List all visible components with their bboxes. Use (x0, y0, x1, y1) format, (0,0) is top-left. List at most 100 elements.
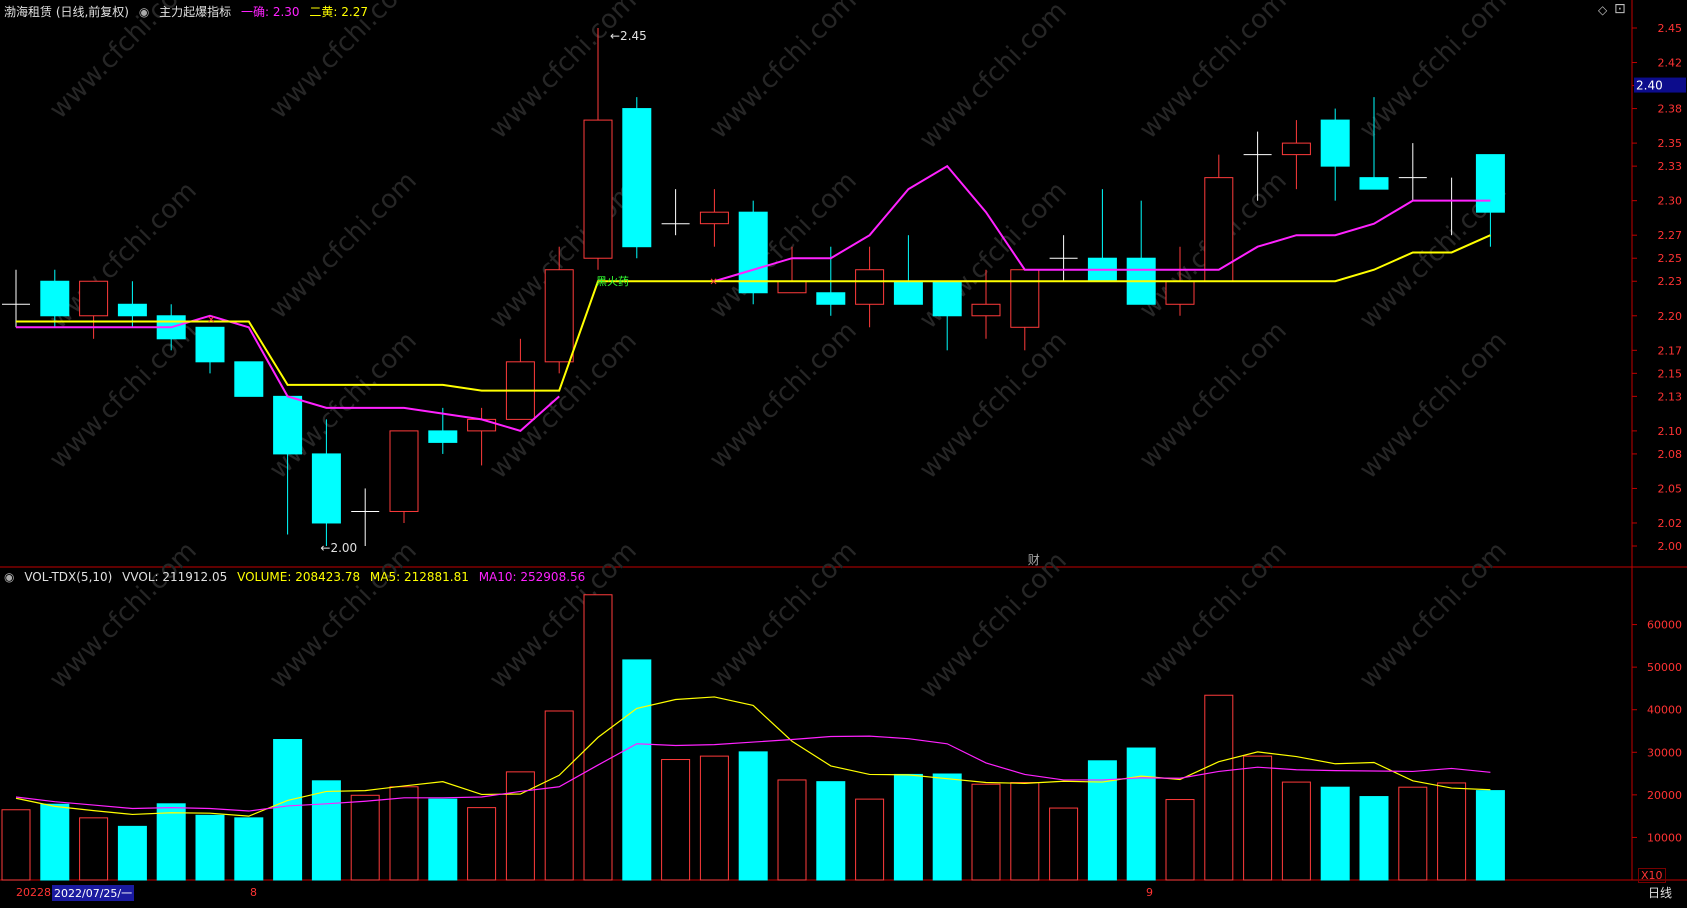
stock-title[interactable]: 渤海租赁 (日线,前复权) (4, 5, 129, 19)
volume-bar (311, 780, 341, 881)
volume-indicator-name[interactable]: VOL-TDX(5,10) (24, 570, 113, 584)
low-price-annotation: ←2.00 (320, 541, 357, 555)
candle-body (1204, 177, 1234, 282)
volume-bar (1010, 782, 1040, 881)
volume-bar (1, 809, 31, 881)
volume-bar (699, 755, 729, 881)
volume-bar (1398, 786, 1428, 881)
volume-bar (971, 783, 1001, 881)
volume-bar (1359, 796, 1389, 881)
ma10-label: MA10: 252908.56 (478, 570, 586, 584)
candle-body (1165, 280, 1195, 305)
price-tick-label: 2.42 (1658, 57, 1683, 70)
volume-tick-label: 50000 (1647, 661, 1682, 674)
volume-bar (738, 751, 768, 881)
volume-bar (117, 825, 147, 881)
x-mark: ✕ (709, 277, 717, 288)
high-price-annotation: ←2.45 (610, 29, 647, 43)
line1-label: 一确: 2.30 (240, 5, 300, 19)
candle-body (699, 211, 729, 225)
volume-bar (1087, 760, 1117, 881)
candle-body (273, 395, 303, 455)
month-9-label: 9 (1146, 886, 1153, 899)
volume-bar (467, 807, 497, 881)
price-tick-label: 2.17 (1658, 344, 1683, 357)
candle-body (40, 280, 70, 317)
indicator-line (16, 234, 1491, 392)
price-panel-header: 渤海租赁 (日线,前复权) ◉ 主力起爆指标 一确: 2.30 二黄: 2.27 (4, 3, 374, 20)
price-tick-label: 2.38 (1658, 103, 1683, 116)
month-8-label: 8 (250, 886, 257, 899)
candle-body (79, 280, 109, 317)
current-price-label: 2.40 (1636, 79, 1663, 93)
price-tick-label: 2.25 (1658, 252, 1683, 265)
candle-body (777, 280, 807, 294)
vvol-label: VVOL: 211912.05 (122, 570, 228, 584)
volume-tick-label: 20000 (1647, 789, 1682, 802)
volume-bar (777, 779, 807, 881)
indicator-toggle-icon[interactable]: ◉ (138, 5, 150, 19)
period-button[interactable]: 日线 (1648, 886, 1673, 900)
price-tick-label: 2.00 (1658, 540, 1683, 553)
volume-bar (1165, 799, 1195, 881)
candle-body (738, 211, 768, 294)
volume-bar (350, 794, 380, 881)
date-year-label: 20228 (16, 886, 51, 899)
price-tick-label: 2.08 (1658, 448, 1683, 461)
volume-ma5-line (15, 696, 1491, 817)
candle-body (1475, 154, 1505, 213)
price-tick-label: 2.27 (1658, 229, 1683, 242)
price-tick-label: 2.15 (1658, 367, 1683, 380)
candle-body (1010, 269, 1040, 328)
volume-tick-label: 30000 (1647, 746, 1682, 759)
volume-bar (932, 773, 962, 881)
candle-body (1359, 177, 1389, 190)
price-tick-label: 2.35 (1658, 137, 1683, 150)
candle-body (932, 280, 962, 317)
price-tick-label: 2.13 (1658, 390, 1683, 403)
volume-tick-label: 10000 (1647, 831, 1682, 844)
cursor-date: 2022/07/25/一 (52, 885, 135, 901)
volume-multiplier: X10 (1638, 868, 1666, 883)
volume-bar (1437, 782, 1467, 881)
diamond-icon[interactable]: ◇ (1598, 3, 1608, 17)
line2-label: 二黄: 2.27 (309, 5, 368, 19)
volume-toggle-icon[interactable]: ◉ (4, 570, 15, 584)
candle-body (311, 453, 341, 524)
volume-bar (1126, 747, 1156, 881)
candle-body (893, 280, 923, 305)
finance-marker: 财 (1028, 553, 1040, 567)
volume-bar (544, 710, 574, 881)
volume-bar (893, 773, 923, 881)
indicator-name[interactable]: 主力起爆指标 (159, 5, 232, 19)
candle-body (971, 303, 1001, 317)
volume-bar (1204, 694, 1234, 881)
expand-icon[interactable]: ⊡ (1614, 1, 1626, 17)
volume-bar (79, 817, 109, 881)
price-tick-label: 2.02 (1658, 517, 1683, 530)
volume-bar (1049, 807, 1079, 881)
volume-bar (195, 814, 225, 881)
volume-bar (428, 798, 458, 881)
volume-bar (505, 771, 535, 881)
volume-label: VOLUME: 208423.78 (237, 570, 361, 584)
volume-bar (1281, 781, 1311, 881)
volume-bar (156, 803, 186, 881)
candle-body (117, 303, 147, 317)
price-tick-label: 2.20 (1658, 310, 1683, 323)
price-tick-label: 2.05 (1658, 482, 1683, 495)
candle-body (855, 269, 885, 305)
volume-bar (816, 781, 846, 881)
volume-bar (273, 739, 303, 881)
volume-bar (661, 759, 691, 881)
volume-bar (1320, 786, 1350, 881)
volume-bar (1475, 790, 1505, 881)
volume-ma10-line (15, 735, 1491, 812)
candle-body (1281, 142, 1311, 156)
volume-bar (40, 803, 70, 881)
volume-tick-label: 60000 (1647, 619, 1682, 632)
volume-bar (389, 786, 419, 881)
volume-bar (1243, 755, 1273, 881)
